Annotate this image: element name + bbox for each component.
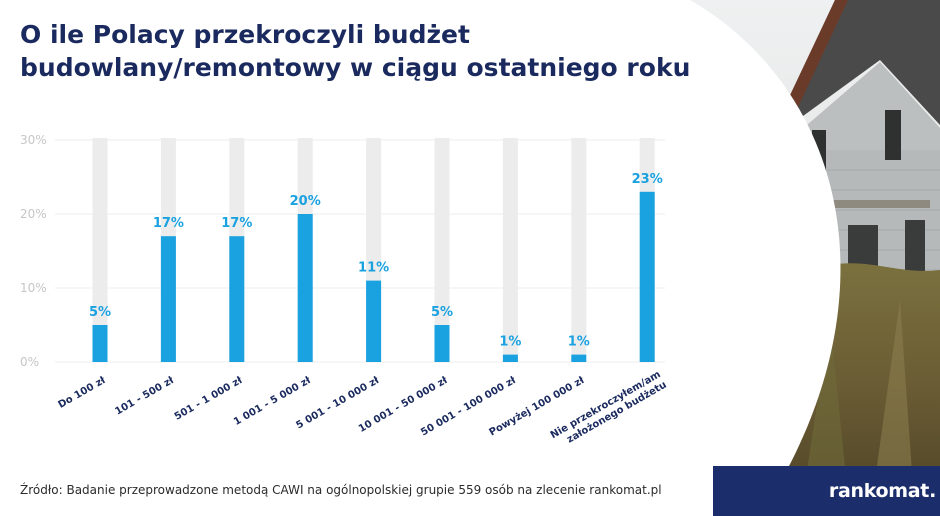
y-tick-label: 20% [20, 207, 47, 221]
x-tick-label: 101 - 500 zł [113, 375, 176, 418]
bar [92, 325, 108, 362]
brand-footer: rankomat. [713, 466, 940, 516]
bar [639, 191, 655, 362]
data-label: 17% [153, 216, 184, 231]
data-label: 1% [499, 335, 521, 350]
x-tick-label: Nie przekroczyłem/amzałożonego budżetu [549, 369, 669, 452]
title-line-2: budowlany/remontowy w ciągu ostatniego r… [20, 53, 691, 82]
y-tick-label: 10% [20, 281, 47, 295]
data-label: 5% [431, 305, 453, 320]
data-label: 1% [568, 335, 590, 350]
bar-track [434, 138, 450, 362]
data-label: 17% [221, 216, 252, 231]
bar [366, 280, 382, 362]
y-tick-label: 30% [20, 133, 47, 147]
x-tick-label: 501 - 1 000 zł [173, 375, 245, 423]
bar [571, 354, 587, 362]
x-tick-label: Do 100 zł [56, 375, 107, 411]
bar [502, 354, 518, 362]
bar-chart: 0% 10% 20% 30% 5% Do 100 zł 17% 101 - 500 zł 17%… [20, 133, 669, 452]
bar-track [92, 138, 108, 362]
bar [229, 236, 245, 362]
bar [297, 214, 313, 362]
title-line-1: O ile Polacy przekroczyli budżet [20, 20, 470, 49]
bar [160, 236, 176, 362]
data-label: 11% [358, 261, 389, 276]
chart-title: O ile Polacy przekroczyli budżet budowla… [20, 18, 710, 84]
data-label: 23% [632, 172, 663, 187]
rankomat-logo: rankomat. [828, 480, 936, 502]
bar-track [502, 138, 518, 362]
data-label: 20% [290, 194, 321, 209]
bar-track [571, 138, 587, 362]
source-note: Źródło: Badanie przeprowadzone metodą CA… [20, 483, 662, 497]
y-tick-label: 0% [20, 355, 39, 369]
bar [434, 325, 450, 362]
data-label: 5% [89, 305, 111, 320]
